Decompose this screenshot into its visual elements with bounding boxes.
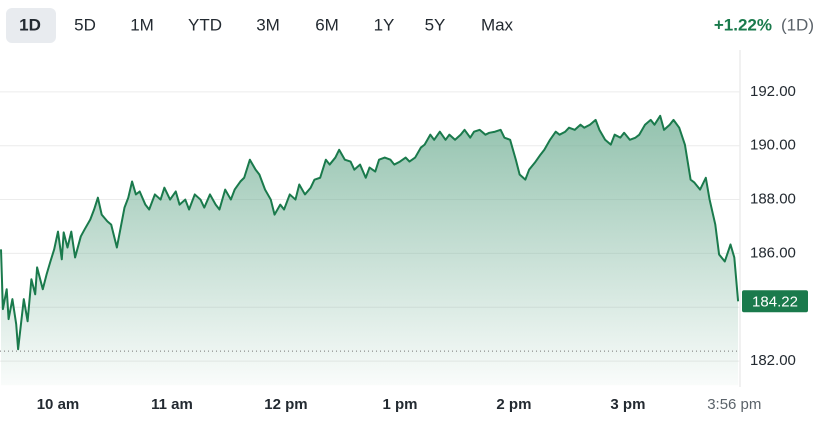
change-percent: +1.22% — [714, 15, 772, 34]
range-button-selected-bg — [6, 8, 56, 43]
y-tick-label: 190.00 — [750, 137, 796, 154]
last-price-badge — [742, 290, 808, 313]
range-button[interactable]: 5D — [74, 15, 96, 34]
y-tick-label: 182.00 — [750, 352, 796, 369]
range-button[interactable]: 1Y — [374, 15, 395, 34]
range-button[interactable]: Max — [481, 15, 514, 34]
range-button[interactable]: YTD — [188, 15, 222, 34]
area-fill — [1, 115, 739, 386]
x-tick-label: 12 pm — [264, 396, 307, 413]
change-period: (1D) — [781, 15, 814, 34]
x-tick-label: 2 pm — [496, 396, 531, 413]
range-button[interactable]: 6M — [315, 15, 339, 34]
price-line — [0, 114, 740, 351]
y-tick-label: 188.00 — [750, 191, 796, 208]
range-button[interactable]: 1D — [19, 15, 41, 34]
x-tick-label: 3:56 pm — [707, 396, 761, 413]
x-tick-label: 11 am — [151, 396, 193, 413]
range-button[interactable]: 1M — [130, 15, 154, 34]
x-tick-label: 10 am — [37, 396, 80, 413]
range-button[interactable]: 5Y — [425, 15, 446, 34]
last-price-label: 184.22 — [752, 293, 798, 310]
x-tick-label: 3 pm — [610, 396, 645, 413]
y-tick-label: 192.00 — [750, 83, 796, 100]
range-button[interactable]: 3M — [256, 15, 280, 34]
y-tick-label: 186.00 — [750, 244, 796, 261]
x-tick-label: 1 pm — [382, 396, 417, 413]
